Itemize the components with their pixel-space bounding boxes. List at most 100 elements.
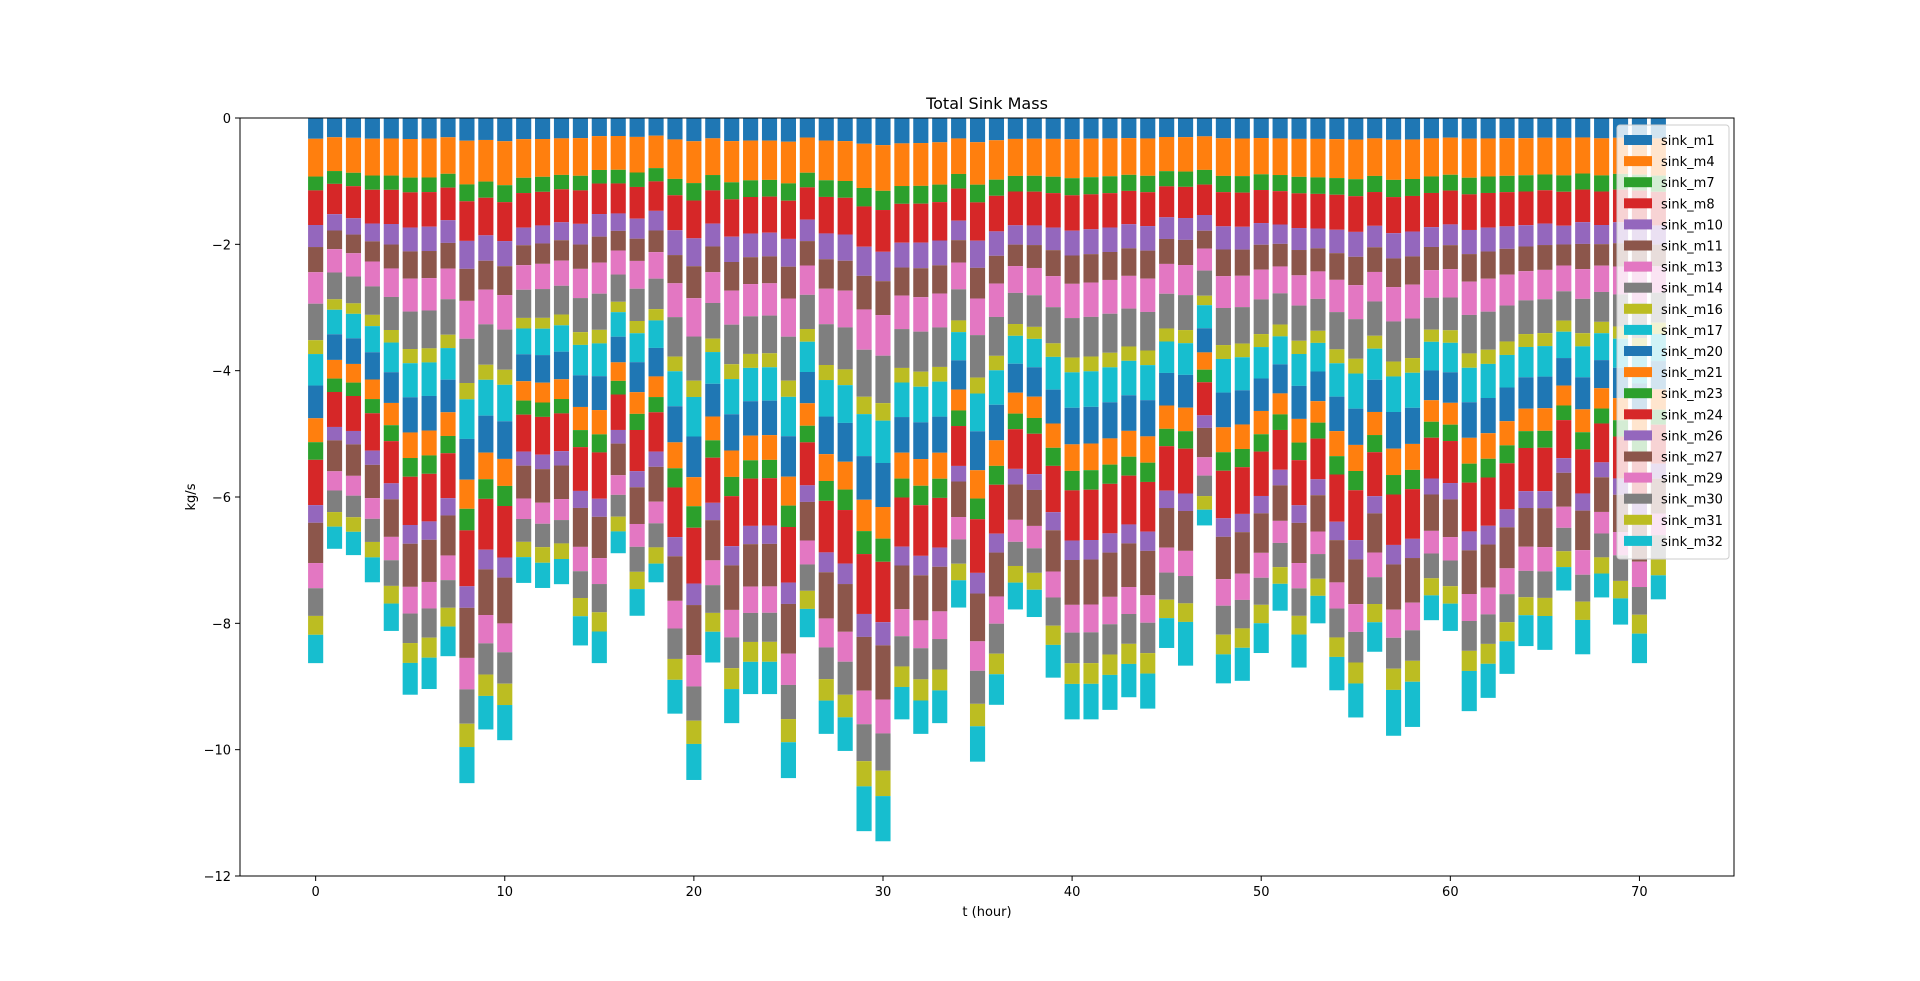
- legend-label: sink_m11: [1661, 240, 1723, 255]
- bar-segment-sink_m23-t40: [1064, 470, 1080, 491]
- bar-segment-sink_m29-t50: [1253, 552, 1269, 578]
- bar-segment-sink_m11-t28: [837, 260, 853, 291]
- bar-segment-sink_m11-t66: [1556, 244, 1572, 266]
- bar-segment-sink_m14-t40: [1064, 318, 1080, 358]
- bar-segment-sink_m10-t17: [629, 218, 645, 239]
- bar-segment-sink_m1-t62: [1480, 118, 1496, 139]
- bar-segment-sink_m17-t1: [326, 309, 343, 335]
- bar-segment-sink_m8-t32: [913, 203, 929, 243]
- bar-segment-sink_m13-t22: [724, 290, 740, 325]
- bar-segment-sink_m27-t45: [1159, 508, 1175, 548]
- bar-segment-sink_m16-t1: [326, 299, 343, 310]
- legend-swatch: [1624, 198, 1652, 209]
- bar-segment-sink_m4-t47: [1196, 136, 1213, 170]
- bar-segment-sink_m16-t55: [1348, 358, 1364, 374]
- bar-segment-sink_m8-t57: [1386, 197, 1402, 234]
- x-tick-label: 30: [875, 885, 892, 900]
- bar-segment-sink_m4-t39: [1045, 138, 1061, 177]
- bar-segment-sink_m29-t47: [1196, 457, 1213, 476]
- bar-segment-sink_m1-t46: [1178, 118, 1194, 138]
- bar-segment-sink_m1-t48: [1215, 118, 1231, 139]
- bar-segment-sink_m27-t58: [1404, 558, 1421, 603]
- bar-segment-sink_m10-t31: [894, 242, 910, 268]
- bar-segment-sink_m17-t54: [1329, 363, 1345, 397]
- bar-segment-sink_m8-t46: [1178, 186, 1194, 219]
- bar-segment-sink_m11-t53: [1310, 248, 1326, 272]
- bar-segment-sink_m26-t68: [1594, 462, 1610, 478]
- bar-segment-sink_m27-t36: [988, 552, 1005, 597]
- bar-segment-sink_m7-t41: [1083, 177, 1099, 195]
- bar-segment-sink_m24-t9: [478, 498, 494, 550]
- bar-segment-sink_m1-t49: [1234, 118, 1250, 139]
- legend-label: sink_m7: [1661, 176, 1715, 191]
- bar-segment-sink_m23-t30: [875, 538, 891, 562]
- bar-segment-sink_m31-t13: [553, 543, 570, 560]
- bar-segment-sink_m24-t14: [572, 447, 588, 491]
- bar-segment-sink_m8-t30: [875, 210, 891, 252]
- bar-segment-sink_m21-t50: [1253, 410, 1269, 435]
- bar-segment-sink_m7-t29: [856, 187, 872, 207]
- bar-segment-sink_m17-t46: [1178, 343, 1194, 375]
- bar-segment-sink_m11-t22: [724, 262, 740, 291]
- bar-segment-sink_m31-t50: [1253, 604, 1269, 624]
- bar-segment-sink_m29-t33: [932, 611, 948, 640]
- bar-segment-sink_m16-t39: [1045, 343, 1061, 357]
- bar-segment-sink_m10-t19: [667, 230, 683, 256]
- bar-segment-sink_m31-t60: [1442, 586, 1458, 604]
- bar-segment-sink_m8-t22: [724, 199, 740, 237]
- bar-segment-sink_m13-t60: [1442, 269, 1458, 298]
- bar-segment-sink_m24-t43: [1121, 475, 1137, 525]
- bar-segment-sink_m31-t64: [1518, 597, 1534, 616]
- bar-segment-sink_m11-t59: [1423, 246, 1439, 271]
- bar-segment-sink_m20-t27: [818, 416, 834, 455]
- bar-segment-sink_m30-t15: [591, 584, 607, 613]
- bar-segment-sink_m8-t25: [780, 200, 796, 239]
- bar-segment-sink_m29-t44: [1140, 595, 1156, 623]
- bar-segment-sink_m24-t6: [421, 473, 437, 522]
- bar-segment-sink_m8-t19: [667, 195, 683, 231]
- bar-segment-sink_m29-t68: [1594, 511, 1610, 534]
- bar-segment-sink_m32-t64: [1518, 615, 1534, 647]
- bar-segment-sink_m8-t39: [1045, 193, 1061, 228]
- bar-segment-sink_m17-t48: [1215, 358, 1231, 393]
- bar-segment-sink_m30-t5: [402, 613, 418, 644]
- bar-segment-sink_m30-t2: [345, 495, 362, 518]
- bar-segment-sink_m30-t50: [1253, 577, 1269, 605]
- bar-segment-sink_m29-t70: [1631, 561, 1648, 588]
- bar-segment-sink_m26-t0: [308, 505, 324, 523]
- bar-segment-sink_m17-t12: [535, 328, 551, 356]
- bar-segment-sink_m1-t42: [1102, 118, 1118, 139]
- bar-segment-sink_m32-t71: [1650, 575, 1666, 600]
- bar-segment-sink_m1-t40: [1064, 118, 1080, 140]
- bar-segment-sink_m8-t4: [383, 189, 399, 224]
- bar-segment-sink_m17-t4: [383, 342, 399, 373]
- bar-segment-sink_m1-t57: [1386, 118, 1402, 140]
- bar-segment-sink_m10-t25: [780, 238, 796, 267]
- bar-segment-sink_m7-t57: [1386, 179, 1402, 198]
- bar-segment-sink_m20-t52: [1291, 385, 1307, 419]
- bar-segment-sink_m4-t36: [988, 140, 1005, 180]
- legend: sink_m1 sink_m4 sink_m7 sink_m8 sink_m10sink…: [1616, 124, 1730, 560]
- bar-segment-sink_m23-t36: [988, 465, 1005, 485]
- bar-segment-sink_m27-t28: [837, 584, 853, 632]
- bar-segment-sink_m4-t62: [1480, 138, 1496, 177]
- bar-segment-sink_m7-t11: [516, 177, 532, 194]
- bar-segment-sink_m21-t3: [364, 379, 380, 400]
- bar-segment-sink_m32-t67: [1575, 619, 1591, 655]
- bar-segment-sink_m30-t49: [1234, 599, 1250, 629]
- bar-segment-sink_m31-t17: [629, 571, 645, 590]
- bar-segment-sink_m31-t63: [1499, 622, 1515, 642]
- bar-segment-sink_m10-t43: [1121, 224, 1137, 249]
- bar-segment-sink_m32-t27: [818, 700, 834, 734]
- bar-segment-sink_m32-t21: [705, 631, 721, 663]
- bar-segment-sink_m4-t33: [932, 142, 948, 185]
- bar-segment-sink_m14-t63: [1499, 305, 1515, 342]
- bar-segment-sink_m30-t63: [1499, 594, 1515, 623]
- bar-segment-sink_m13-t41: [1083, 282, 1099, 317]
- bar-segment-sink_m14-t21: [705, 302, 721, 339]
- bar-segment-sink_m11-t15: [591, 236, 607, 263]
- bar-segment-sink_m17-t28: [837, 385, 853, 423]
- bar-segment-sink_m10-t57: [1386, 233, 1402, 259]
- bar-segment-sink_m16-t18: [648, 309, 664, 321]
- bar-segment-sink_m7-t36: [988, 179, 1005, 196]
